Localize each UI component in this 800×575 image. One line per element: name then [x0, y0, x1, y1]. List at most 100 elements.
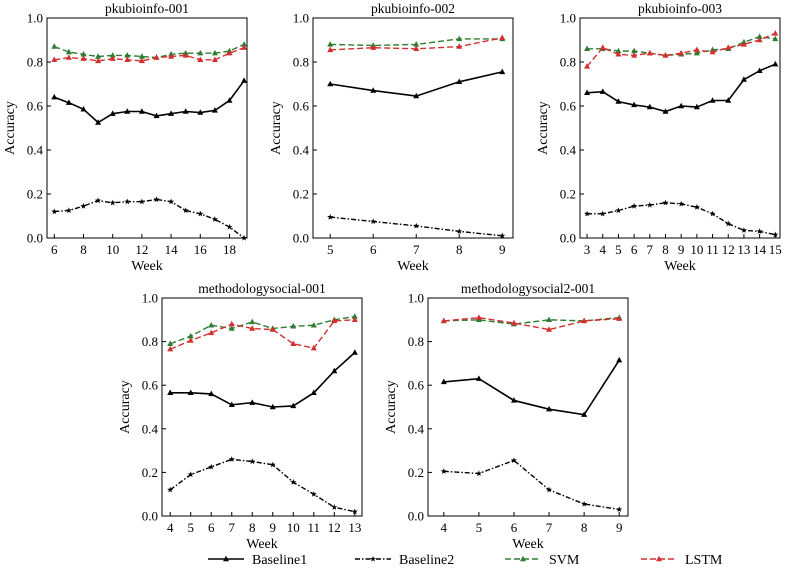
- chart-title: pkubioinfo-001: [105, 1, 189, 16]
- data-point-baseline1: [709, 97, 716, 103]
- data-point-baseline2: [249, 458, 256, 465]
- data-point-lstm: [581, 317, 588, 324]
- x-tick-label: 4: [441, 520, 448, 535]
- data-point-lstm: [709, 48, 716, 55]
- data-point-baseline2: [584, 210, 591, 217]
- plot-frame: [312, 17, 514, 239]
- x-tick-label: 8: [456, 242, 463, 257]
- data-point-lstm: [249, 325, 256, 331]
- data-point-baseline1: [662, 108, 669, 114]
- legend-item-baseline2: Baseline2: [355, 553, 454, 568]
- x-tick-label: 9: [499, 242, 506, 257]
- data-point-baseline1: [241, 77, 248, 83]
- y-tick-label: 1.0: [293, 11, 309, 26]
- x-axis-label: Week: [246, 537, 278, 552]
- data-point-baseline2: [581, 500, 588, 507]
- data-point-lstm: [646, 49, 653, 56]
- plot-frame: [46, 17, 248, 239]
- data-point-lstm: [241, 44, 248, 50]
- data-point-svm: [211, 49, 218, 56]
- y-tick-label: 1.0: [560, 11, 576, 26]
- x-tick-label: 12: [328, 520, 341, 535]
- series-baseline2: [327, 213, 506, 239]
- legend-marker: [369, 555, 377, 562]
- data-point-baseline2: [693, 204, 700, 210]
- data-point-lstm: [693, 46, 700, 53]
- data-point-baseline1: [197, 109, 204, 115]
- data-point-baseline1: [187, 389, 194, 396]
- y-tick-label: 0.0: [293, 231, 309, 246]
- y-tick-label: 0.6: [560, 99, 577, 114]
- data-point-baseline1: [124, 108, 131, 114]
- y-tick-label: 0.2: [408, 465, 424, 480]
- x-axis-label: Week: [131, 259, 163, 274]
- data-point-svm: [456, 35, 463, 42]
- x-axis-label: Week: [512, 537, 544, 552]
- chart-methodologysocial-001: methodologysocial-001 0.0 0.2 0.4 0.6 0.8 1.0 4…: [118, 281, 363, 552]
- data-point-baseline1: [772, 60, 779, 67]
- data-point-svm: [167, 340, 174, 346]
- data-point-lstm: [351, 316, 358, 322]
- x-tick-label: 12: [722, 242, 735, 257]
- series-line-lstm: [443, 316, 620, 331]
- data-point-svm: [351, 313, 358, 319]
- data-point-baseline2: [440, 468, 447, 474]
- x-tick-label: 7: [413, 242, 420, 257]
- data-point-baseline2: [631, 202, 638, 209]
- y-tick-label: 0.6: [27, 99, 44, 114]
- data-point-baseline1: [290, 402, 297, 409]
- chart-title: methodologysocial2-001: [461, 281, 595, 296]
- data-point-svm: [310, 321, 317, 328]
- data-point-svm: [772, 35, 779, 42]
- data-point-baseline2: [109, 199, 116, 206]
- data-point-baseline1: [331, 367, 338, 374]
- data-point-baseline2: [187, 471, 194, 478]
- data-point-baseline1: [616, 356, 623, 363]
- data-point-svm: [631, 47, 638, 54]
- series-line-baseline2: [443, 459, 620, 511]
- y-tick-label: 0.0: [142, 509, 158, 524]
- y-tick-label: 0.0: [27, 231, 43, 246]
- data-point-lstm: [187, 337, 194, 343]
- data-point-lstm: [168, 53, 175, 59]
- x-tick-label: 8: [662, 242, 669, 257]
- y-tick-label: 0.8: [408, 334, 424, 349]
- data-point-baseline2: [65, 207, 72, 214]
- chart-title: pkubioinfo-002: [371, 1, 455, 16]
- series-line-baseline1: [443, 359, 620, 416]
- data-point-lstm: [740, 41, 747, 47]
- x-tick-label: 6: [208, 520, 215, 535]
- x-tick-label: 3: [584, 242, 591, 257]
- x-tick-label: 10: [287, 520, 300, 535]
- data-point-baseline2: [167, 486, 174, 493]
- data-point-baseline2: [51, 208, 58, 215]
- data-point-baseline2: [772, 231, 779, 238]
- series-svm: [167, 313, 358, 346]
- data-point-lstm: [510, 319, 517, 326]
- data-point-baseline1: [413, 92, 420, 99]
- data-point-lstm: [499, 34, 506, 40]
- data-point-baseline1: [327, 80, 334, 87]
- y-tick-label: 0.4: [560, 143, 577, 158]
- series-line-svm: [443, 316, 620, 325]
- data-point-svm: [290, 323, 297, 329]
- data-point-baseline1: [208, 390, 215, 397]
- data-point-baseline2: [241, 234, 248, 241]
- x-tick-label: 15: [769, 242, 782, 257]
- data-point-baseline1: [182, 108, 189, 114]
- series-lstm: [440, 314, 623, 332]
- data-point-baseline1: [756, 67, 763, 73]
- data-point-baseline2: [678, 200, 685, 207]
- series-baseline2: [440, 457, 623, 513]
- data-point-baseline1: [475, 375, 482, 381]
- data-point-baseline1: [615, 98, 622, 104]
- series-line-baseline2: [169, 458, 355, 513]
- chart-title: methodologysocial-001: [198, 281, 325, 296]
- x-axis-label: Week: [397, 259, 429, 274]
- legend-item-svm: SVM: [505, 553, 580, 568]
- x-tick-label: 10: [690, 242, 703, 257]
- data-point-baseline1: [725, 97, 732, 103]
- data-point-baseline2: [740, 227, 747, 233]
